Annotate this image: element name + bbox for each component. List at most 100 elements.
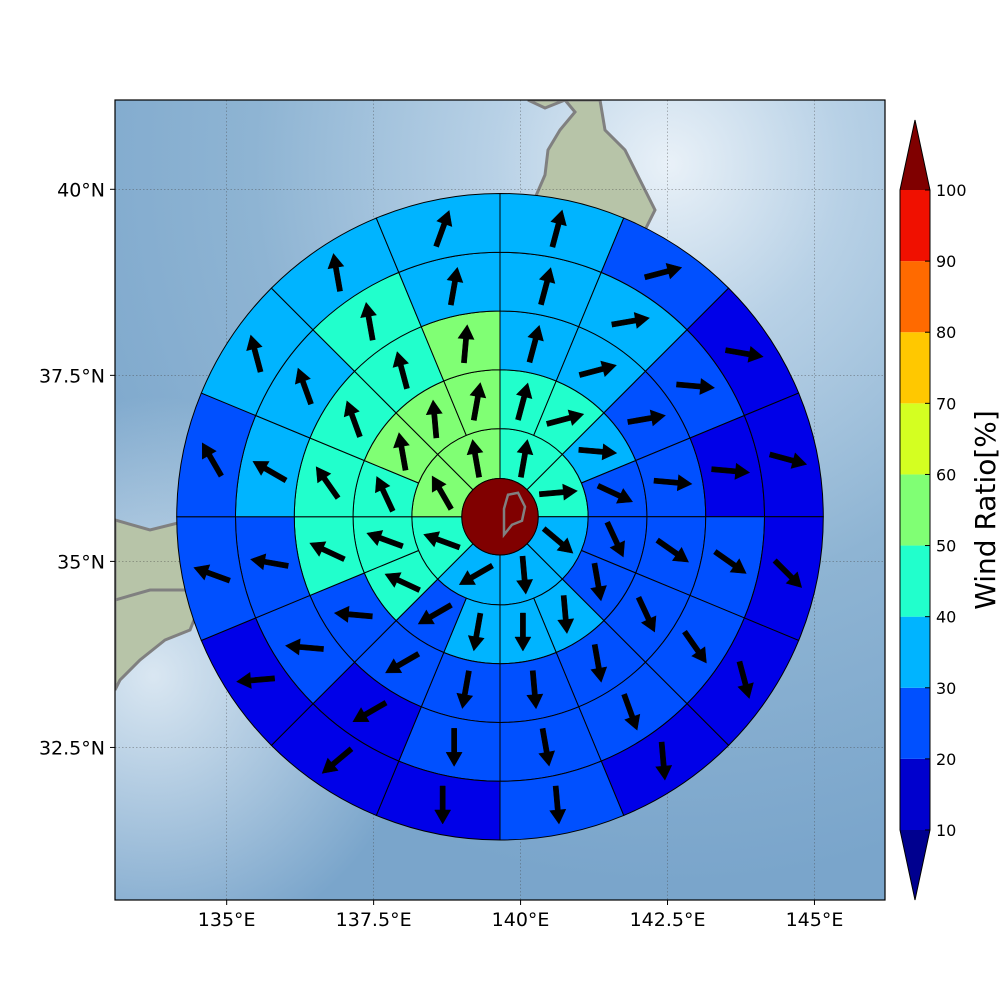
colorbar-tick-label-6: 70 — [936, 394, 956, 413]
y-tick-label-2: 35°N — [57, 551, 105, 573]
colorbar-tick-label-9: 100 — [936, 181, 967, 200]
wind-arrow-r3-s7 — [538, 727, 555, 767]
wind-arrow-r3-s12 — [252, 461, 288, 483]
wind-arrow-r4-s1 — [643, 263, 683, 281]
wind-arrow-r3-s2 — [676, 378, 715, 395]
wind-arrow-r0-s5 — [423, 531, 461, 551]
wind-arrow-r4-s10 — [236, 672, 276, 689]
wind-arrow-r2-s14 — [392, 351, 410, 390]
wind-arrow-r4-s15 — [433, 210, 453, 248]
wind-arrow-r3-s13 — [294, 367, 314, 406]
wind-arrow-r4-s11 — [193, 564, 231, 584]
wind-arrow-r0-s0 — [516, 439, 534, 478]
y-tick-labels: 40°N 37.5°N 35°N 32.5°N — [39, 179, 115, 759]
y-tick-label-1: 37.5°N — [39, 365, 105, 387]
colorbar-tick-label-8: 90 — [936, 252, 956, 271]
wind-arrow-r2-s8 — [456, 670, 474, 709]
colorbar-tick-label-1: 20 — [936, 750, 956, 769]
wind-arrow-r2-s6 — [590, 643, 608, 683]
wind-arrow-r2-s5 — [635, 596, 657, 633]
x-tick-label-3: 142.5°E — [630, 909, 706, 931]
wind-arrow-r1-s6 — [557, 595, 575, 634]
wind-arrow-r1-s12 — [375, 476, 396, 513]
colorbar-tick-label-0: 10 — [936, 821, 956, 840]
wind-arrow-r2-s10 — [333, 605, 373, 623]
wind-arrow-r1-s11 — [366, 530, 404, 549]
x-tick-labels: 135°E 137.5°E 140°E 142.5°E 145°E — [198, 900, 844, 931]
center-disk — [461, 478, 539, 556]
wind-arrow-r2-s11 — [309, 541, 346, 562]
wind-arrow-r2-s12 — [315, 466, 341, 500]
x-tick-label-0: 135°E — [198, 909, 256, 931]
wind-arrow-r2-s7 — [526, 670, 544, 710]
colorbar-tick-label-3: 40 — [936, 608, 956, 627]
x-tick-label-2: 140°E — [492, 909, 550, 931]
wind-arrow-r3-s3 — [711, 462, 751, 480]
wind-arrows — [193, 209, 808, 825]
wind-arrow-r1-s15 — [469, 382, 487, 421]
colorbar-segment-4 — [900, 474, 930, 546]
wind-arrow-r3-s8 — [445, 728, 463, 767]
wind-arrow-r4-s6 — [655, 741, 673, 781]
wind-arrow-r4-s13 — [246, 334, 264, 373]
wind-arrow-r1-s5 — [590, 562, 607, 602]
wind-arrow-r1-s13 — [393, 432, 410, 471]
wind-arrow-r1-s9 — [417, 602, 453, 625]
wind-arrow-r0-s6 — [431, 475, 454, 511]
y-tick-label-3: 32.5°N — [39, 737, 105, 759]
wind-arrow-r1-s8 — [467, 612, 485, 652]
colorbar-tick-label-5: 60 — [936, 465, 956, 484]
colorbar-over-triangle — [900, 120, 930, 190]
wind-arrow-r0-s3 — [516, 555, 533, 595]
wind-arrow-r1-s3 — [596, 483, 633, 504]
wind-arrow-r1-s14 — [425, 399, 443, 439]
wind-arrow-r4-s12 — [202, 442, 224, 478]
wind-arrow-r2-s4 — [655, 537, 689, 563]
wind-arrow-r4-s2 — [724, 345, 764, 363]
wind-arrow-r4-s8 — [434, 785, 452, 825]
colorbar-segment-3 — [900, 545, 930, 617]
x-tick-label-1: 137.5°E — [336, 909, 412, 931]
x-tick-label-4: 145°E — [786, 909, 844, 931]
wind-arrow-r2-s15 — [457, 324, 475, 364]
y-tick-label-0: 40°N — [57, 179, 105, 201]
wind-arrow-r2-s3 — [653, 474, 693, 492]
wind-arrow-r1-s2 — [578, 443, 618, 461]
wind-arrow-r4-s14 — [327, 253, 345, 292]
land-shikoku — [115, 588, 202, 691]
wind-arrow-r3-s0 — [538, 267, 556, 306]
sector-rings — [176, 192, 824, 841]
colorbar: 10 20 30 40 50 60 70 80 90 100 Wind Ratio[%] — [899, 119, 1000, 901]
wind-arrow-r3-s14 — [360, 302, 377, 341]
colorbar-segment-8 — [900, 190, 930, 262]
axes-frame — [114, 99, 886, 901]
wind-arrow-r0-s2 — [541, 526, 574, 554]
wind-arrow-r3-s9 — [352, 700, 388, 722]
wind-arrow-r3-s11 — [250, 553, 289, 571]
wind-arrow-r1-s4 — [604, 521, 625, 558]
wind-arrow-r2-s0 — [526, 324, 544, 364]
wind-arrow-r3-s1 — [611, 312, 650, 329]
wind-arrow-r0-s4 — [458, 563, 494, 585]
colorbar-segment-5 — [900, 403, 930, 475]
wind-arrow-r4-s0 — [549, 209, 567, 248]
wind-arrow-r0-s1 — [538, 483, 578, 501]
wind-arrow-r4-s4 — [772, 558, 803, 588]
colorbar-tick-label-2: 30 — [936, 679, 956, 698]
wind-arrow-r3-s10 — [285, 638, 324, 656]
wind-arrow-r4-s7 — [549, 785, 567, 825]
wind-arrow-r3-s15 — [446, 266, 464, 306]
wind-arrow-r2-s13 — [343, 400, 363, 438]
colorbar-tick-label-7: 80 — [936, 323, 956, 342]
wind-arrow-r1-s10 — [384, 572, 421, 593]
wind-arrow-r3-s5 — [682, 629, 707, 664]
wind-arrow-r3-s4 — [713, 549, 747, 574]
wind-arrow-r4-s3 — [768, 451, 808, 469]
wind-arrow-r2-s1 — [578, 360, 617, 378]
colorbar-segment-7 — [900, 261, 930, 333]
colorbar-tick-label-4: 50 — [936, 537, 956, 556]
colorbar-segment-2 — [900, 616, 930, 688]
wind-arrow-r1-s0 — [515, 382, 533, 421]
wind-arrow-r3-s6 — [621, 693, 641, 731]
wind-arrow-r1-s7 — [514, 612, 532, 652]
